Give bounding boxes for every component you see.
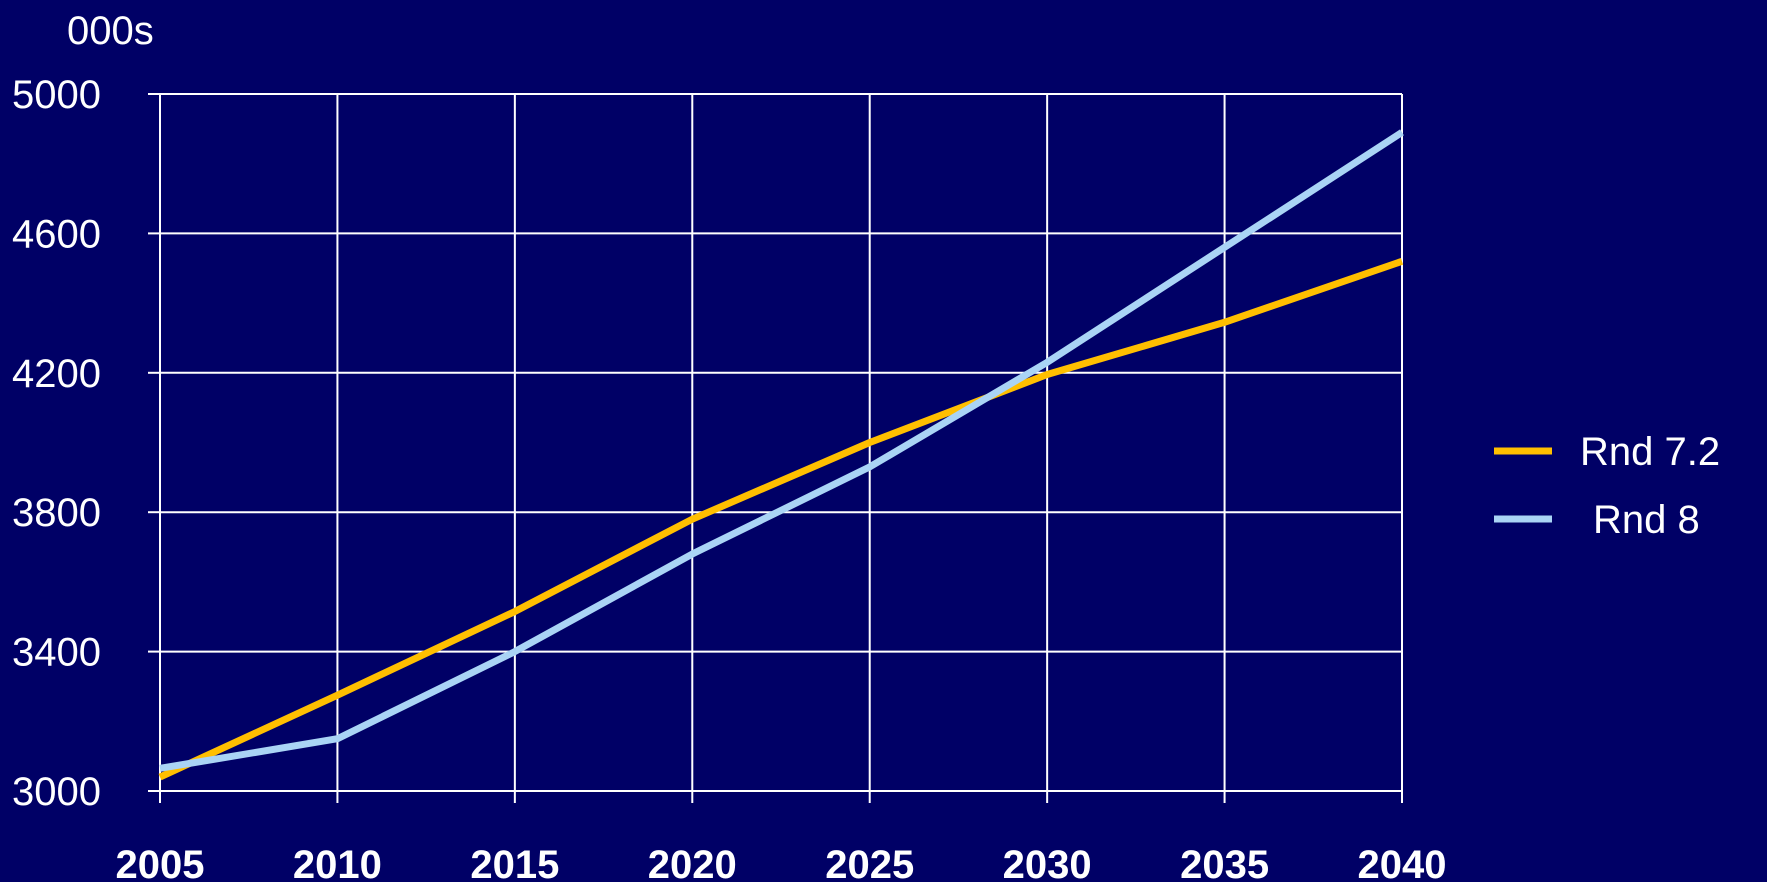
y-tick-label-4200: 4200 xyxy=(12,352,101,396)
x-tick-label-2020: 2020 xyxy=(648,843,737,882)
y-tick-label-4600: 4600 xyxy=(12,212,101,256)
x-tick-label-2010: 2010 xyxy=(293,843,382,882)
axes: 3000 3400 3800 4200 4600 5000 2005 2010 2015 2020… xyxy=(12,73,1446,882)
legend-label-1: Rnd 7.2 xyxy=(1580,430,1720,474)
legend-label-2: Rnd 8 xyxy=(1593,498,1700,542)
x-tick-label-2030: 2030 xyxy=(1003,843,1092,882)
series-line-2 xyxy=(159,129,1404,772)
legend: Rnd 7.2 Rnd 8 xyxy=(1494,430,1720,542)
y-tick-label-3000: 3000 xyxy=(12,770,101,814)
x-tick-label-2040: 2040 xyxy=(1358,843,1447,882)
unit-label: 000s xyxy=(67,9,154,53)
y-tick-label-5000: 5000 xyxy=(12,73,101,117)
x-tick-label-2005: 2005 xyxy=(116,843,205,882)
x-tick-label-2035: 2035 xyxy=(1180,843,1269,882)
x-tick-label-2015: 2015 xyxy=(470,843,559,882)
series-line-1 xyxy=(158,257,1404,781)
x-tick-label-2025: 2025 xyxy=(825,843,914,882)
grid xyxy=(159,93,1403,792)
y-tick-label-3400: 3400 xyxy=(12,631,101,675)
y-tick-label-3800: 3800 xyxy=(12,491,101,535)
series-lines xyxy=(158,129,1404,781)
